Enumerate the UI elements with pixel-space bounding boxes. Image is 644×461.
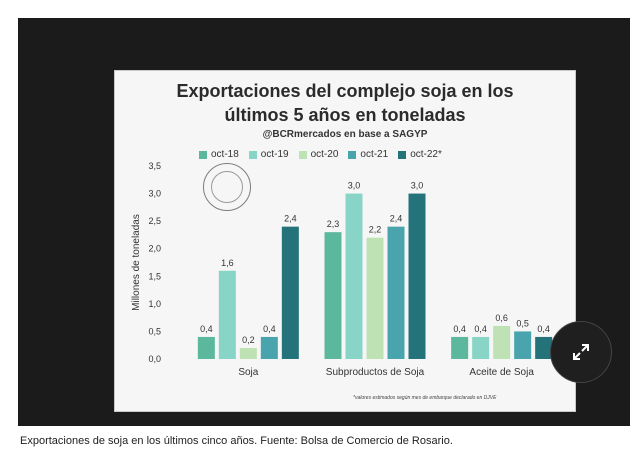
y-axis-label: Millones de toneladas [131, 214, 142, 311]
bar-data-label: 0,4 [537, 324, 550, 334]
bolsa-de-comercio-seal-icon [203, 163, 251, 211]
y-tick-label: 2,0 [148, 244, 161, 254]
expand-arrows-icon [573, 344, 589, 360]
legend-label: oct-19 [260, 149, 289, 160]
y-tick-label: 3,5 [148, 161, 161, 171]
bar [514, 331, 532, 359]
bar [408, 193, 426, 359]
bar [260, 336, 278, 359]
bar-data-label: 0,4 [453, 324, 466, 334]
legend-swatch [199, 150, 207, 159]
bar-data-label: 0,2 [242, 335, 255, 345]
chart-legend: oct-18 oct-19 oct-20 oct-21 oct-22* [199, 149, 442, 160]
y-tick-label: 1,5 [148, 271, 161, 281]
y-tick-label: 1,0 [148, 299, 161, 309]
legend-item: oct-20 [298, 149, 339, 160]
x-category-label: Subproductos de Soja [326, 367, 425, 378]
legend-item: oct-22* [398, 149, 442, 160]
y-tick-label: 3,0 [148, 189, 161, 199]
bar [366, 237, 384, 359]
y-tick-label: 2,5 [148, 216, 161, 226]
legend-swatch [298, 150, 307, 159]
legend-label: oct-21 [360, 149, 389, 160]
bar-data-label: 2,2 [369, 225, 382, 235]
chart-title-line-1: Exportaciones del complejo soja en los [176, 81, 514, 101]
legend-label: oct-22* [410, 149, 442, 160]
bar [239, 347, 257, 359]
bar-data-label: 2,4 [390, 214, 403, 224]
legend-item: oct-21 [348, 149, 388, 160]
image-caption: Exportaciones de soja en los últimos cin… [20, 435, 453, 447]
image-frame: Exportaciones del complejo soja en los ú… [18, 18, 630, 426]
legend-swatch [348, 150, 357, 159]
bar [387, 226, 405, 359]
chart-subtitle: @BCRmercados en base a SAGYP [262, 129, 428, 140]
bar-data-label: 2,4 [284, 214, 297, 224]
bar [281, 226, 299, 359]
bar-data-label: 0,6 [495, 313, 508, 323]
bar-data-label: 0,4 [200, 324, 213, 334]
legend-swatch [398, 150, 407, 159]
legend-item: oct-19 [248, 149, 289, 160]
legend-label: oct-18 [211, 149, 239, 160]
bar [472, 336, 490, 359]
legend-swatch [248, 150, 257, 159]
bar [451, 336, 469, 359]
x-category-label: Aceite de Soja [469, 367, 534, 378]
bar-data-label: 3,0 [348, 181, 361, 191]
expand-image-button[interactable] [550, 321, 612, 383]
y-tick-label: 0,5 [148, 326, 161, 336]
bar [345, 193, 363, 359]
bar-data-label: 3,0 [411, 181, 424, 191]
bar-data-label: 0,5 [516, 318, 529, 328]
chart-card: Exportaciones del complejo soja en los ú… [114, 70, 576, 412]
bar [218, 270, 236, 359]
legend-item: oct-18 [199, 149, 239, 160]
bar-data-label: 2,3 [327, 219, 340, 229]
chart-title-line-2: últimos 5 años en toneladas [224, 105, 466, 125]
bar-chart: 0,0 0,5 1,0 1,5 2,0 2,5 3,0 3,5 Millones de tone… [131, 161, 553, 378]
bar [535, 336, 553, 359]
y-tick-label: 0,0 [148, 354, 161, 364]
bar-data-label: 0,4 [263, 324, 276, 334]
chart-footnote: *valores estimados según mes de embarque… [353, 395, 497, 401]
bar [493, 325, 511, 359]
legend-label: oct-20 [310, 149, 339, 160]
x-category-label: Soja [238, 367, 258, 378]
bar-data-label: 1,6 [221, 258, 234, 268]
bar-data-label: 0,4 [474, 324, 487, 334]
bar [324, 232, 342, 359]
bar [197, 336, 215, 359]
